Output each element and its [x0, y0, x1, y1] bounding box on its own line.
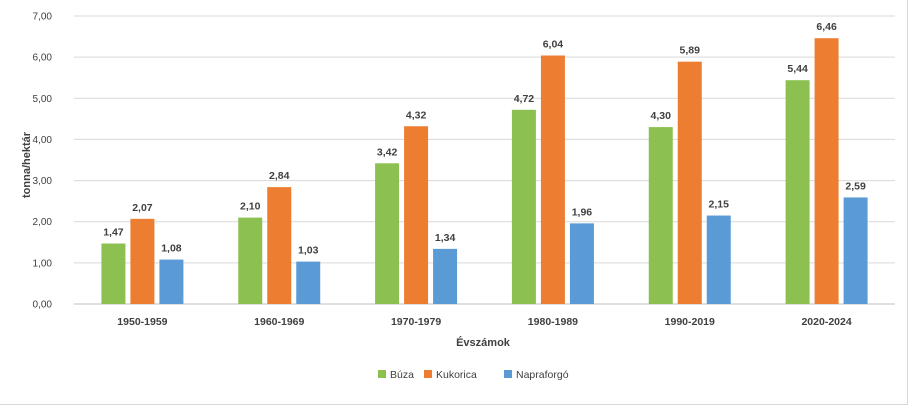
bar-búza — [238, 217, 263, 304]
data-label: 1,08 — [161, 243, 182, 255]
data-label: 5,89 — [680, 45, 701, 57]
x-category-label: 2020-2024 — [801, 316, 851, 328]
data-label: 1,96 — [572, 206, 593, 218]
y-tick-label: 5,00 — [33, 94, 53, 105]
data-label: 3,42 — [377, 146, 398, 158]
x-category-label: 1990-2019 — [665, 316, 715, 328]
bar-kukorica — [814, 38, 839, 305]
x-axis-categories: 1950-1959 1960-1969 1970-1979 1980-1989 1990… — [117, 316, 852, 328]
legend-label: Napraforgó — [516, 369, 569, 381]
bar-kukorica — [130, 218, 155, 304]
legend-label: Kukorica — [436, 369, 477, 381]
data-label: 2,15 — [709, 199, 730, 211]
y-axis-title: tonna/hektár — [21, 131, 33, 198]
data-label: 5,44 — [787, 63, 808, 75]
data-label: 2,59 — [845, 180, 866, 192]
bar-kukorica — [267, 187, 292, 304]
x-category-label: 1960-1969 — [254, 316, 304, 328]
legend-swatch-kukorica — [424, 370, 432, 378]
data-label: 2,07 — [132, 202, 153, 214]
data-label: 2,10 — [240, 201, 261, 213]
data-label: 1,34 — [435, 232, 456, 244]
legend-label: Búza — [390, 369, 414, 381]
data-label: 1,03 — [298, 245, 319, 257]
legend-swatch-búza — [378, 370, 386, 378]
x-axis-title: Évszámok — [456, 336, 511, 349]
x-category-label: 1970-1979 — [391, 316, 441, 328]
y-axis-ticks: 0,00 1,00 2,00 3,00 4,00 5,00 6,00 7,00 — [33, 12, 53, 311]
y-tick-label: 6,00 — [33, 53, 53, 64]
x-category-label: 1980-1989 — [528, 316, 578, 328]
bar-búza — [101, 243, 126, 304]
bar-napraforgó — [569, 223, 594, 304]
x-category-label: 1950-1959 — [117, 316, 167, 328]
legend-swatch-napraforgó — [504, 370, 512, 378]
data-label: 4,32 — [406, 109, 427, 121]
bar-búza — [511, 109, 536, 304]
bar-búza — [648, 127, 673, 304]
data-labels: 1,47 2,07 1,08 2,10 2,84 1,03 3,42 4,32 1,34 4,72… — [103, 21, 866, 256]
bar-búza — [375, 163, 400, 304]
y-tick-label: 7,00 — [33, 12, 53, 23]
data-label: 6,04 — [543, 38, 564, 50]
data-label: 1,47 — [103, 227, 124, 239]
legend: Búza Kukorica Napraforgó — [378, 369, 569, 381]
bars — [101, 38, 868, 305]
data-label: 4,72 — [514, 93, 535, 105]
bar-napraforgó — [296, 261, 321, 304]
y-tick-label: 3,00 — [33, 176, 53, 187]
gridlines — [74, 15, 895, 305]
bar-búza — [785, 80, 810, 304]
data-label: 4,30 — [651, 110, 672, 122]
bar-kukorica — [404, 126, 429, 305]
y-tick-label: 4,00 — [33, 135, 53, 146]
bar-napraforgó — [433, 248, 458, 304]
data-label: 2,84 — [269, 170, 290, 182]
data-label: 6,46 — [816, 21, 837, 33]
bar-napraforgó — [159, 259, 184, 304]
bar-napraforgó — [706, 215, 731, 304]
bar-kukorica — [677, 61, 702, 304]
y-tick-label: 0,00 — [33, 300, 53, 311]
bar-napraforgó — [843, 197, 868, 304]
bar-kukorica — [540, 55, 565, 304]
y-tick-label: 2,00 — [33, 217, 53, 228]
y-tick-label: 1,00 — [33, 258, 53, 269]
